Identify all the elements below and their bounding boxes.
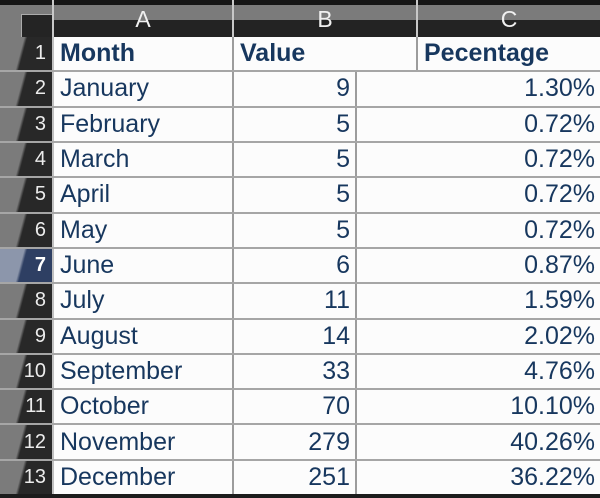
column-header-B-label: B <box>317 6 333 32</box>
column-header-A[interactable]: A <box>52 0 232 37</box>
row-header-2[interactable]: 2 <box>0 72 52 106</box>
row-header-13-label: 13 <box>23 465 46 488</box>
row-header-10[interactable]: 10 <box>0 354 52 389</box>
cell-grid: 1 Month Value Pecentage 2 January 9 1.30… <box>0 37 600 495</box>
table-row-3: 3 February 5 0.72% <box>0 107 600 143</box>
row-header-6[interactable]: 6 <box>0 213 52 247</box>
cell-month[interactable]: August <box>52 319 232 353</box>
cell-month[interactable]: July <box>52 284 232 318</box>
cell-value[interactable]: 14 <box>232 319 355 353</box>
table-row-11: 11 October 70 10.10% <box>0 390 600 426</box>
row-header-6-label: 6 <box>34 218 46 241</box>
row-header-3-label: 3 <box>34 112 46 135</box>
row-header-5[interactable]: 5 <box>0 178 52 212</box>
row-header-1[interactable]: 1 <box>0 37 52 71</box>
select-all-corner-box <box>21 14 52 37</box>
column-header-B[interactable]: B <box>232 0 416 37</box>
cell-value[interactable]: 6 <box>232 248 355 283</box>
cell-month[interactable]: September <box>52 354 232 389</box>
cell-month[interactable]: November <box>52 425 232 459</box>
cell-month[interactable]: April <box>52 178 232 212</box>
cell-percentage[interactable]: 0.72% <box>355 213 600 247</box>
column-header-strip: A B C <box>0 0 600 37</box>
select-all-corner[interactable] <box>0 0 52 37</box>
row-header-7-active[interactable]: 7 <box>0 248 52 283</box>
cell-month[interactable]: December <box>52 460 232 495</box>
row-header-13[interactable]: 13 <box>0 460 52 495</box>
row-header-4[interactable]: 4 <box>0 142 52 177</box>
table-row-8: 8 July 11 1.59% <box>0 284 600 320</box>
cell-value[interactable]: 5 <box>232 107 355 141</box>
row-header-8-label: 8 <box>34 289 46 312</box>
cell-percentage[interactable]: 2.02% <box>355 319 600 353</box>
bottom-edge-bar <box>0 494 600 498</box>
cell-percentage[interactable]: 40.26% <box>355 425 600 459</box>
table-row-13: 13 December 251 36.22% <box>0 460 600 495</box>
row-header-9-label: 9 <box>34 324 46 347</box>
cell-value[interactable]: 251 <box>232 460 355 495</box>
table-row-9: 9 August 14 2.02% <box>0 319 600 355</box>
cell-C1-percentage-header[interactable]: Pecentage <box>416 37 600 71</box>
cell-percentage[interactable]: 36.22% <box>355 460 600 495</box>
cell-value[interactable]: 5 <box>232 178 355 212</box>
row-header-10-label: 10 <box>23 359 46 382</box>
cell-value[interactable]: 5 <box>232 142 355 177</box>
cell-value[interactable]: 279 <box>232 425 355 459</box>
cell-B1-value-header[interactable]: Value <box>232 37 416 71</box>
row-header-2-label: 2 <box>34 77 46 100</box>
table-row-1: 1 Month Value Pecentage <box>0 37 600 73</box>
cell-percentage[interactable]: 0.72% <box>355 107 600 141</box>
row-header-5-label: 5 <box>34 183 46 206</box>
table-row-6: 6 May 5 0.72% <box>0 213 600 249</box>
row-header-12[interactable]: 12 <box>0 425 52 459</box>
cell-percentage[interactable]: 4.76% <box>355 354 600 389</box>
cell-value[interactable]: 9 <box>232 72 355 106</box>
cell-month[interactable]: March <box>52 142 232 177</box>
table-row-2: 2 January 9 1.30% <box>0 72 600 108</box>
row-header-7-label: 7 <box>34 254 46 277</box>
row-header-8[interactable]: 8 <box>0 284 52 318</box>
cell-percentage[interactable]: 0.72% <box>355 178 600 212</box>
table-row-7-active: 7 June 6 0.87% <box>0 248 600 285</box>
row-header-11[interactable]: 11 <box>0 390 52 424</box>
cell-value[interactable]: 11 <box>232 284 355 318</box>
row-header-4-label: 4 <box>34 148 46 171</box>
column-header-C[interactable]: C <box>416 0 600 37</box>
column-header-C-label: C <box>500 6 518 32</box>
cell-percentage[interactable]: 1.59% <box>355 284 600 318</box>
table-row-12: 12 November 279 40.26% <box>0 425 600 461</box>
cell-A1-month-header[interactable]: Month <box>52 37 232 71</box>
row-header-11-label: 11 <box>25 395 46 418</box>
cell-percentage[interactable]: 0.87% <box>355 248 600 283</box>
column-header-A-label: A <box>135 6 151 32</box>
cell-percentage[interactable]: 10.10% <box>355 390 600 424</box>
cell-month[interactable]: June <box>52 248 232 283</box>
row-header-12-label: 12 <box>23 430 46 453</box>
cell-value[interactable]: 33 <box>232 354 355 389</box>
row-header-9[interactable]: 9 <box>0 319 52 353</box>
cell-value[interactable]: 5 <box>232 213 355 247</box>
cell-month[interactable]: February <box>52 107 232 141</box>
cell-percentage[interactable]: 1.30% <box>355 72 600 106</box>
table-row-10: 10 September 33 4.76% <box>0 354 600 391</box>
table-row-4: 4 March 5 0.72% <box>0 142 600 179</box>
row-header-1-label: 1 <box>34 42 46 65</box>
cell-percentage[interactable]: 0.72% <box>355 142 600 177</box>
cell-value[interactable]: 70 <box>232 390 355 424</box>
cell-month[interactable]: October <box>52 390 232 424</box>
cell-month[interactable]: January <box>52 72 232 106</box>
cell-month[interactable]: May <box>52 213 232 247</box>
table-row-5: 5 April 5 0.72% <box>0 178 600 214</box>
row-header-3[interactable]: 3 <box>0 107 52 141</box>
